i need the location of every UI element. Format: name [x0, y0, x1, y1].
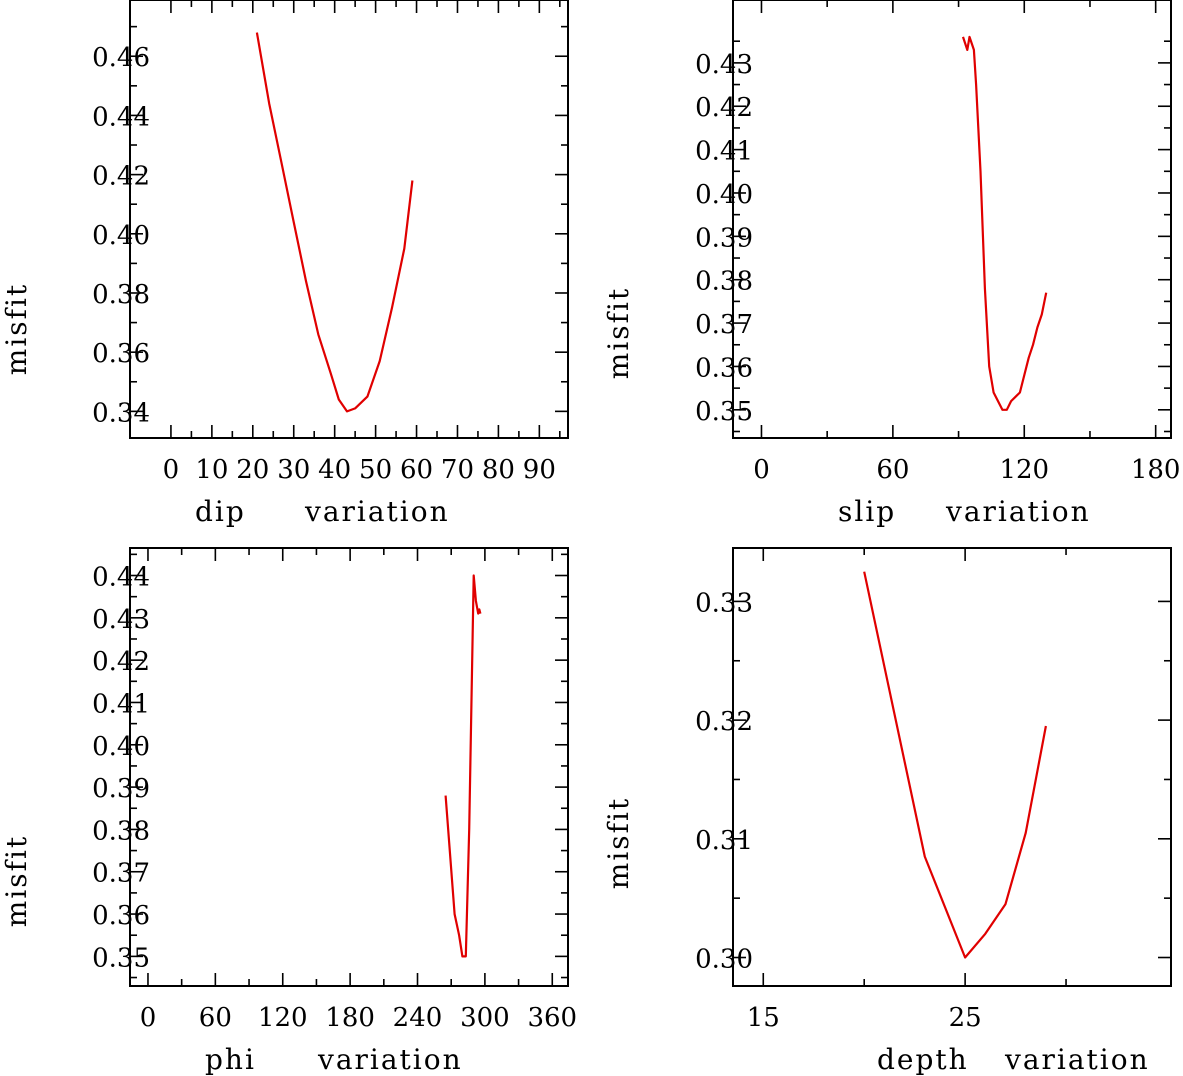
- y-tick-label: 0.32: [695, 707, 753, 737]
- x-tick-label: 360: [527, 1003, 577, 1033]
- x-axis-title-variation: variation: [317, 1043, 463, 1076]
- x-tick-label: 180: [1131, 455, 1181, 485]
- y-tick-label: 0.46: [92, 43, 150, 73]
- y-tick-label: 0.38: [92, 280, 150, 310]
- slip-plot-frame: [732, 0, 1172, 439]
- x-tick-label: 40: [318, 455, 351, 485]
- dip-plot-frame: [129, 0, 569, 439]
- x-axis-title-quantity: slip: [838, 495, 896, 528]
- phi-variation-panel: 0.35 0.36 0.37 0.38 0.39 0.40 0.41 0.42 0.43 0.44…: [0, 547, 577, 1076]
- y-tick-label: 0.37: [695, 310, 753, 340]
- y-tick-label: 0.36: [92, 901, 150, 931]
- x-tick-label: 0: [753, 455, 770, 485]
- x-tick-label: 20: [236, 455, 269, 485]
- x-tick-label: 240: [393, 1003, 443, 1033]
- x-tick-label: 60: [199, 1003, 232, 1033]
- x-axis-title-variation: variation: [304, 495, 450, 528]
- x-tick-label: 15: [747, 1003, 780, 1033]
- x-axis-title-quantity: dip: [195, 495, 246, 528]
- x-tick-label: 60: [400, 455, 433, 485]
- x-tick-label: 0: [140, 1003, 157, 1033]
- y-tick-label: 0.39: [695, 223, 753, 253]
- x-tick-label: 300: [460, 1003, 510, 1033]
- y-tick-label: 0.37: [92, 859, 150, 889]
- x-tick-label: 90: [523, 455, 556, 485]
- x-axis-title-quantity: phi: [205, 1043, 256, 1076]
- y-tick-label: 0.36: [92, 339, 150, 369]
- slip-variation-panel: 0.35 0.36 0.37 0.38 0.39 0.40 0.41 0.42 0.43 0 60 1…: [602, 0, 1180, 528]
- depth-plot-frame: [732, 547, 1172, 987]
- y-tick-label: 0.44: [92, 563, 150, 593]
- y-tick-label: 0.39: [92, 774, 150, 804]
- y-tick-label: 0.42: [92, 647, 150, 677]
- y-tick-label: 0.34: [92, 398, 150, 428]
- x-tick-label: 70: [441, 455, 474, 485]
- y-tick-label: 0.43: [695, 50, 753, 80]
- y-tick-label: 0.36: [695, 353, 753, 383]
- x-tick-label: 25: [949, 1003, 982, 1033]
- dip-misfit-curve: [255, 32, 414, 413]
- x-axis-title-quantity: depth: [877, 1043, 969, 1076]
- x-tick-label: 80: [482, 455, 515, 485]
- x-tick-label: 120: [999, 455, 1049, 485]
- y-tick-label: 0.40: [695, 180, 753, 210]
- dip-variation-panel: 0.34 0.36 0.38 0.40 0.42 0.44 0.46 0 10 20 30 40 50 6…: [0, 0, 569, 528]
- x-tick-label: 180: [325, 1003, 375, 1033]
- y-tick-label: 0.40: [92, 221, 150, 251]
- x-tick-label: 10: [195, 455, 228, 485]
- y-tick-label: 0.42: [695, 93, 753, 123]
- y-axis-title: misfit: [602, 287, 635, 379]
- y-axis-title: misfit: [0, 283, 33, 375]
- x-tick-label: 60: [876, 455, 909, 485]
- y-tick-label: 0.35: [695, 397, 753, 427]
- depth-misfit-curve: [863, 571, 1047, 959]
- y-tick-label: 0.31: [695, 826, 753, 856]
- y-tick-label: 0.33: [695, 588, 753, 618]
- y-tick-label: 0.41: [695, 137, 753, 167]
- x-axis-title-variation: variation: [945, 495, 1091, 528]
- y-tick-label: 0.35: [92, 943, 150, 973]
- y-tick-label: 0.38: [92, 816, 150, 846]
- x-tick-label: 50: [359, 455, 392, 485]
- y-axis-title: misfit: [0, 835, 33, 927]
- y-tick-label: 0.38: [695, 267, 753, 297]
- y-tick-label: 0.30: [695, 945, 753, 975]
- x-tick-label: 0: [163, 455, 180, 485]
- x-tick-label: 120: [258, 1003, 308, 1033]
- x-axis-title-variation: variation: [1004, 1043, 1150, 1076]
- y-tick-label: 0.40: [92, 732, 150, 762]
- phi-plot-frame: [129, 547, 569, 987]
- y-tick-label: 0.43: [92, 605, 150, 635]
- slip-misfit-curve: [961, 35, 1048, 411]
- y-tick-label: 0.41: [92, 689, 150, 719]
- phi-misfit-curve: [444, 574, 482, 958]
- y-tick-label: 0.42: [92, 162, 150, 192]
- x-tick-label: 30: [277, 455, 310, 485]
- y-tick-label: 0.44: [92, 102, 150, 132]
- depth-variation-panel: 0.30 0.31 0.32 0.33 15 25 depth variation misfit: [602, 547, 1172, 1076]
- y-axis-title: misfit: [602, 797, 635, 889]
